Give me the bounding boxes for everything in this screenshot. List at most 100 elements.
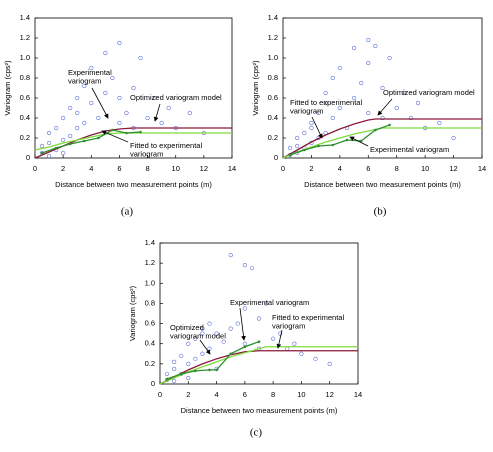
x-tick-label: 2 <box>186 390 190 399</box>
data-point <box>243 345 247 349</box>
data-point <box>75 110 80 116</box>
data-point <box>89 100 94 106</box>
data-point <box>359 80 364 86</box>
data-point <box>200 331 205 336</box>
annotation: Optimized variogram model <box>130 93 222 102</box>
annotation: Fitted to experimental variogram <box>290 98 362 116</box>
x-axis-label: Distance between two measurement points … <box>181 406 338 415</box>
arrow <box>199 339 211 355</box>
data-point <box>82 83 87 89</box>
data-point <box>374 128 377 132</box>
x-tick-label: 0 <box>281 164 285 173</box>
data-point <box>295 135 300 141</box>
y-tick-label: 1.0 <box>20 53 30 62</box>
x-tick-label: 6 <box>366 164 370 173</box>
arrows <box>91 87 393 355</box>
data-point <box>103 50 108 56</box>
x-tick-label: 4 <box>89 164 93 173</box>
y-tick-label: 0.2 <box>268 133 278 142</box>
data-point <box>292 341 297 346</box>
plot-frame <box>34 17 233 159</box>
data-point <box>242 263 247 268</box>
data-point <box>179 372 183 376</box>
data-point <box>373 43 378 49</box>
x-tick-label: 14 <box>478 164 486 173</box>
y-axis-label: Variogram (cps²) <box>251 60 260 116</box>
data-point <box>68 105 73 111</box>
data-point <box>278 331 283 336</box>
data-point <box>337 65 342 71</box>
data-point <box>228 252 233 258</box>
data-point <box>330 75 335 81</box>
x-axis-label: Distance between two measurement points … <box>304 180 461 189</box>
data-point <box>242 341 247 346</box>
data-point <box>366 110 371 116</box>
panel-label: (a) <box>121 206 134 218</box>
data-point <box>229 352 233 356</box>
annotation: Experimental variogram <box>68 68 112 86</box>
data-point <box>313 356 318 361</box>
data-point <box>309 125 314 131</box>
x-tick-label: 8 <box>271 390 275 399</box>
series-line <box>166 341 260 380</box>
data-point <box>54 146 58 150</box>
data-point <box>54 125 59 131</box>
data-point <box>193 356 198 361</box>
y-tick-label: 0.4 <box>145 339 155 348</box>
y-tick-label: 0 <box>151 379 155 388</box>
x-tick-label: 10 <box>297 390 305 399</box>
data-point <box>208 368 211 372</box>
arrow <box>101 130 129 143</box>
x-tick-label: 12 <box>449 164 457 173</box>
data-point <box>117 120 122 126</box>
data-point <box>408 115 414 121</box>
data-point <box>117 95 122 101</box>
data-point <box>331 143 335 147</box>
y-tick-label: 1.2 <box>20 33 30 42</box>
data-point <box>351 95 357 101</box>
y-tick-label: 0.4 <box>268 113 278 122</box>
y-tick-label: 0.6 <box>145 319 155 328</box>
data-point <box>380 115 385 121</box>
annotation: Experimental variogram <box>230 298 309 307</box>
data-point <box>75 125 80 131</box>
data-point <box>288 153 292 157</box>
data-point <box>75 95 80 101</box>
data-point <box>111 128 114 132</box>
panel: 0 0.2 0.4 0.6 0.8 1.0 1.2 1.4 0 2 4 6 8 10 12 14 Distanc… <box>251 13 486 218</box>
data-point <box>215 368 218 372</box>
x-tick-label: 4 <box>214 390 218 399</box>
arrow <box>153 103 161 122</box>
data-point <box>207 346 212 351</box>
data-point <box>345 138 349 142</box>
data-point <box>317 144 320 148</box>
x-tick-label: 14 <box>228 164 236 173</box>
y-tick-label: 0.8 <box>20 73 30 82</box>
data-point <box>359 139 363 143</box>
y-tick-label: 0.6 <box>20 93 30 102</box>
data-point <box>46 153 52 159</box>
data-point <box>235 321 240 326</box>
y-tick-label: 1.2 <box>268 33 278 42</box>
data-point <box>172 366 177 371</box>
y-tick-label: 0 <box>274 153 278 162</box>
data-point <box>82 120 87 126</box>
data-point <box>172 378 177 384</box>
data-point <box>186 341 191 346</box>
data-point <box>200 326 205 331</box>
x-tick-label: 8 <box>145 164 149 173</box>
data-point <box>437 120 442 126</box>
arrow <box>276 329 283 349</box>
data-point <box>179 353 184 358</box>
series-line <box>289 124 390 156</box>
data-point <box>89 65 94 71</box>
data-point <box>164 371 170 377</box>
data-point <box>299 351 304 356</box>
series-line <box>41 129 141 154</box>
data-point <box>415 100 421 106</box>
data-point <box>166 105 171 111</box>
data-point <box>131 85 136 91</box>
data-point <box>285 346 290 351</box>
x-tick-label: 6 <box>117 164 121 173</box>
